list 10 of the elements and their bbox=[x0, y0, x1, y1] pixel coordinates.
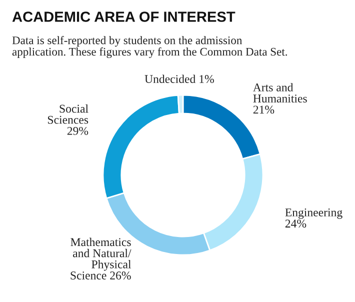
data-label: 21% bbox=[253, 106, 274, 114]
slice-label: Undecided 1% bbox=[144, 74, 214, 84]
slice-label: Social Sciences bbox=[48, 104, 88, 124]
chart-subtitle: Data is self-reported by students on the admission application. These figures vary from the Common Data Set. bbox=[12, 36, 287, 58]
data-label: 24% bbox=[285, 220, 306, 228]
slice-label: Arts and Humanities bbox=[253, 83, 307, 103]
chart-title: ACADEMIC AREA OF INTEREST bbox=[12, 12, 236, 22]
slice-label: Engineering bbox=[285, 208, 342, 219]
data-label: 29% bbox=[67, 126, 88, 135]
slice-label: Mathematics and Natural/ Physical Science 26% bbox=[70, 238, 132, 280]
